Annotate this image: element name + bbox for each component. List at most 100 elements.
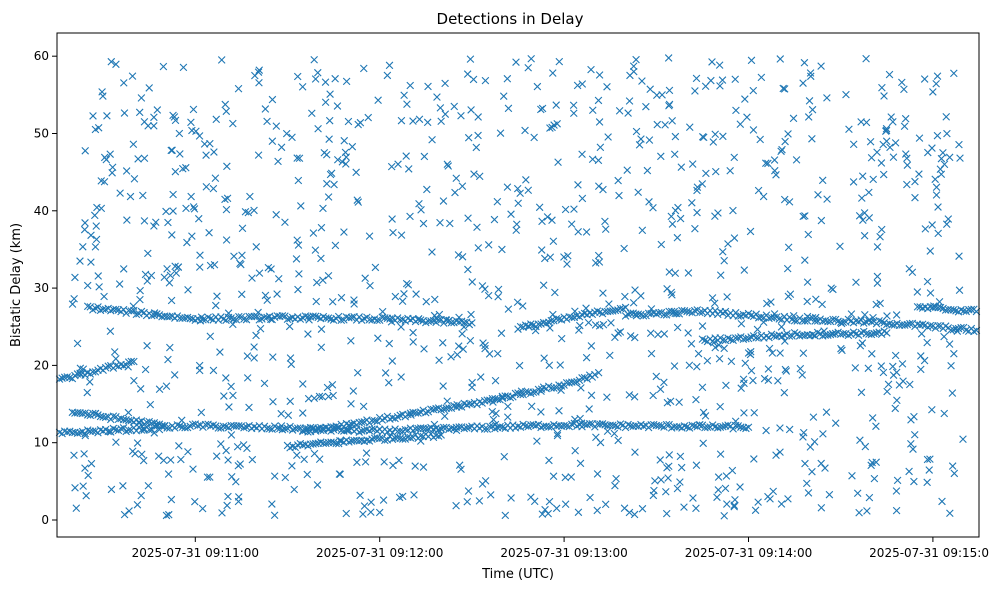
data-point	[288, 133, 296, 142]
data-point	[146, 400, 155, 409]
data-point	[631, 448, 639, 456]
data-point	[87, 258, 95, 266]
data-point	[804, 113, 813, 121]
data-point	[136, 385, 145, 393]
data-point	[862, 118, 871, 127]
data-point	[400, 91, 408, 100]
data-point	[567, 220, 576, 228]
data-point	[120, 79, 128, 87]
data-point	[434, 432, 443, 440]
data-point	[711, 167, 720, 176]
data-point	[144, 249, 152, 258]
data-point	[122, 167, 131, 175]
data-point	[63, 373, 72, 381]
data-point	[237, 260, 245, 269]
data-point	[195, 263, 204, 271]
data-point	[804, 230, 813, 239]
data-point	[504, 104, 513, 113]
data-point	[767, 298, 775, 306]
data-point	[411, 462, 419, 470]
data-point	[884, 380, 893, 389]
data-point	[319, 276, 327, 284]
data-point	[396, 427, 404, 436]
data-point	[596, 438, 605, 447]
data-point	[616, 420, 625, 428]
data-point	[817, 459, 825, 468]
data-point	[805, 97, 814, 105]
data-point	[296, 315, 305, 323]
data-point	[611, 306, 620, 315]
data-point	[331, 241, 340, 250]
data-point	[311, 312, 320, 321]
data-point	[699, 408, 708, 417]
data-point	[561, 473, 570, 482]
data-point	[206, 139, 214, 148]
data-point	[552, 101, 560, 109]
data-point	[244, 208, 253, 217]
data-point	[817, 62, 825, 70]
data-point	[892, 506, 901, 515]
data-point	[124, 426, 133, 434]
data-point	[325, 135, 333, 143]
data-point	[70, 451, 78, 460]
data-point	[763, 299, 771, 308]
data-point	[946, 509, 954, 518]
data-point	[89, 368, 97, 376]
data-point	[507, 210, 515, 218]
data-point	[829, 330, 837, 338]
data-point	[304, 330, 312, 338]
data-point	[235, 312, 243, 321]
data-point	[194, 214, 203, 223]
data-point	[310, 55, 318, 64]
data-point	[70, 294, 78, 303]
data-point	[872, 300, 881, 309]
data-point	[97, 177, 106, 185]
data-point	[199, 315, 207, 324]
data-point	[144, 481, 153, 490]
data-point	[80, 450, 88, 458]
data-point	[901, 114, 910, 123]
data-point	[621, 292, 629, 301]
data-point	[234, 84, 243, 93]
data-point	[918, 320, 927, 329]
data-point	[409, 117, 417, 125]
data-point	[503, 74, 512, 83]
data-point	[493, 349, 502, 358]
data-point	[685, 123, 694, 131]
data-point	[474, 244, 483, 252]
data-point	[877, 362, 886, 370]
data-point	[736, 483, 744, 491]
data-point	[317, 254, 325, 263]
data-point	[173, 421, 182, 429]
data-point	[849, 178, 858, 186]
data-point	[677, 463, 686, 472]
data-point	[424, 82, 432, 91]
data-point	[194, 421, 202, 430]
data-point	[569, 101, 578, 110]
data-point	[286, 422, 294, 431]
data-point	[629, 298, 638, 307]
data-point	[211, 174, 220, 182]
data-point	[268, 500, 276, 508]
data-point	[925, 466, 934, 474]
x-axis-label: Time (UTC)	[481, 567, 554, 582]
data-point	[900, 321, 909, 329]
data-point	[907, 440, 915, 448]
data-point	[465, 423, 474, 432]
data-point	[321, 98, 330, 107]
chart-title: Detections in Delay	[437, 10, 584, 28]
data-point	[630, 393, 639, 401]
data-point	[195, 361, 204, 370]
data-point	[81, 464, 89, 472]
data-point	[72, 504, 81, 512]
data-point	[189, 203, 198, 211]
data-point	[478, 480, 487, 488]
data-point	[516, 322, 525, 331]
data-point	[206, 314, 215, 323]
data-point	[873, 243, 882, 251]
data-point	[730, 153, 739, 162]
data-point	[250, 206, 258, 215]
data-point	[882, 137, 891, 145]
data-point	[839, 329, 848, 338]
data-point	[101, 413, 110, 422]
